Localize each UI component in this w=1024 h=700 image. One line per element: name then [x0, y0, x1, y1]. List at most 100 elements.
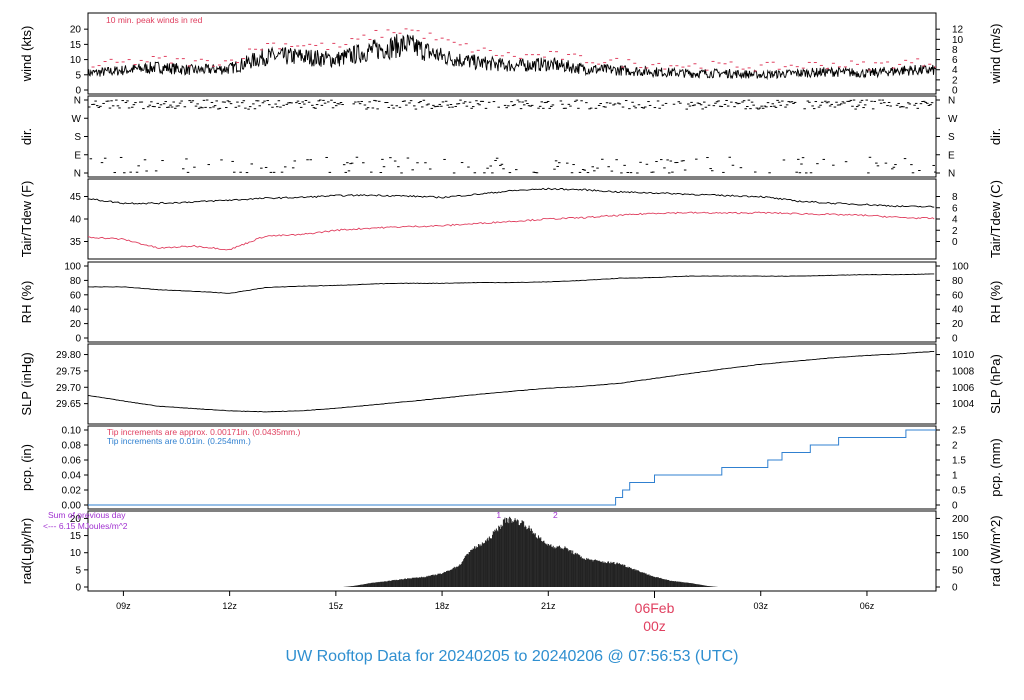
pcp-series-line: [88, 429, 936, 506]
rh-ytick-right-label: 0: [952, 334, 958, 345]
wind-ytick-right-label: 12: [952, 25, 964, 36]
x-tick-label-06z: 06z: [860, 601, 875, 611]
slp-ylabel: SLP (inHg): [19, 352, 34, 415]
rad-frame: [87, 510, 937, 592]
pcp-annotation-tip: Tip increments are 0.01in. (0.254mm.): [107, 436, 251, 446]
x-tick-label-21z: 21z: [541, 601, 556, 611]
rh-ytick-right-label: 100: [952, 262, 969, 273]
pcp-ytick-right-label: 1.5: [952, 456, 966, 467]
temp-ytick-label: 40: [70, 215, 82, 226]
x-tick-label-03z: 03z: [753, 601, 768, 611]
slp-ytick-label: 29.70: [56, 383, 81, 394]
slp-ytick-label: 29.75: [56, 366, 81, 377]
dir-ylabel-right: dir.: [988, 128, 1003, 145]
dir-ytick-label: N: [74, 96, 81, 107]
temp-ylabel-right: Tair/Tdew (C): [988, 180, 1003, 258]
wind-ytick-label: 15: [70, 40, 82, 51]
rh-ytick-right-label: 80: [952, 276, 964, 287]
wind-ytick-right-label: 8: [952, 45, 958, 56]
wind-ytick-right-label: 2: [952, 75, 958, 86]
wind-ytick-right-label: 6: [952, 55, 958, 66]
dir-ytick-right-label: N: [948, 96, 955, 107]
pcp-panel: 0.00 0.02 0.04 0.06 0.08 0.10 0 0.5 1 1.5 2 2.5 pcp.…: [19, 425, 1003, 512]
x-tick-label-12z: 12z: [222, 601, 237, 611]
temp-ytick-label: 45: [70, 192, 82, 203]
rad-annotation-sum: Sum of previous day: [48, 510, 126, 520]
slp-ytick-right-label: 1008: [952, 366, 975, 377]
rad-ytick-right-label: 150: [952, 531, 969, 542]
rad-ytick-label: 0: [75, 583, 81, 594]
rh-ytick-right-label: 60: [952, 290, 964, 301]
rh-ytick-label: 0: [75, 334, 81, 345]
temp-plot-area: [88, 187, 935, 251]
slp-plot-area: [88, 351, 935, 413]
pcp-ytick-label: 0.04: [62, 471, 82, 482]
wind-ytick-right-label: 10: [952, 35, 964, 46]
pcp-plot-area: [88, 429, 936, 506]
x-tick-label-18z: 18z: [435, 601, 450, 611]
slp-frame: [87, 343, 937, 425]
slp-ytick-right-label: 1004: [952, 399, 975, 410]
rh-ytick-right-label: 40: [952, 305, 964, 316]
temp-series-tair: [88, 187, 935, 208]
temp-ytick-right-label: 0: [952, 237, 958, 248]
rad-ytick-right-label: 50: [952, 565, 964, 576]
rh-frame: [87, 261, 937, 343]
rh-ylabel-right: RH (%): [988, 281, 1003, 324]
pcp-ytick-right-label: 0: [952, 501, 958, 512]
wind-ytick-right-label: 0: [952, 86, 958, 97]
rad-marker-2: 2: [553, 510, 558, 520]
wind-ytick-label: 5: [75, 70, 81, 81]
dir-ytick-label: S: [74, 132, 81, 143]
dir-ytick-right-label: E: [948, 150, 955, 161]
wind-plot-area: [88, 28, 936, 81]
rad-ylabel-right: rad (W/m^2): [988, 515, 1003, 586]
pcp-ytick-right-label: 0.5: [952, 486, 966, 497]
pcp-ytick-label: 0.08: [62, 441, 82, 452]
dir-ytick-label: N: [74, 169, 81, 180]
temp-ytick-label: 35: [70, 237, 82, 248]
rad-ytick-right-label: 200: [952, 514, 969, 525]
pcp-frame: [87, 425, 937, 510]
slp-series-line: [88, 351, 935, 413]
dir-ytick-label: E: [74, 150, 81, 161]
dir-frame: [87, 95, 937, 178]
temp-ylabel: Tair/Tdew (F): [19, 181, 34, 258]
pcp-ytick-right-label: 1: [952, 471, 958, 482]
wind-ytick-label: 10: [70, 55, 82, 66]
slp-ytick-right-label: 1010: [952, 350, 975, 361]
time-axis: 09z 12z 15z 18z 21z 03z 06z 06Feb 00z: [116, 591, 875, 634]
dir-ytick-right-label: N: [948, 169, 955, 180]
rad-ytick-right-label: 100: [952, 548, 969, 559]
x-tick-label-09z: 09z: [116, 601, 131, 611]
dir-plot-area: [88, 99, 936, 174]
slp-ytick-label: 29.80: [56, 350, 81, 361]
temp-ytick-right-label: 4: [952, 215, 958, 226]
rh-ytick-label: 60: [70, 290, 82, 301]
dir-ytick-label: W: [72, 114, 82, 125]
footer-title: UW Rooftop Data for 20240205 to 20240206…: [285, 648, 739, 665]
rad-ytick-label: 15: [70, 531, 82, 542]
dir-ytick-right-label: S: [948, 132, 955, 143]
wind-series-line: [88, 34, 936, 81]
x-day-label: 06Feb: [635, 600, 675, 616]
slp-ytick-right-label: 1006: [952, 383, 975, 394]
rh-plot-area: [88, 273, 935, 294]
pcp-annotation-approx: Tip increments are approx. 0.00171in. (0…: [107, 427, 301, 437]
rad-ytick-label: 20: [70, 514, 82, 525]
temp-ytick-right-label: 2: [952, 226, 958, 237]
rad-ylabel: rad(Lgly/hr): [19, 518, 34, 584]
rh-ytick-label: 20: [70, 319, 82, 330]
x-tick-label-15z: 15z: [329, 601, 344, 611]
slp-ylabel-right: SLP (hPa): [988, 354, 1003, 414]
wind-frame: [87, 12, 937, 95]
rh-ytick-label: 100: [64, 262, 81, 273]
rh-ytick-label: 40: [70, 305, 82, 316]
slp-ytick-label: 29.65: [56, 399, 81, 410]
rad-annotation-value: <--- 6.15 MJoules/m^2: [43, 521, 128, 531]
rh-ytick-right-label: 20: [952, 319, 964, 330]
